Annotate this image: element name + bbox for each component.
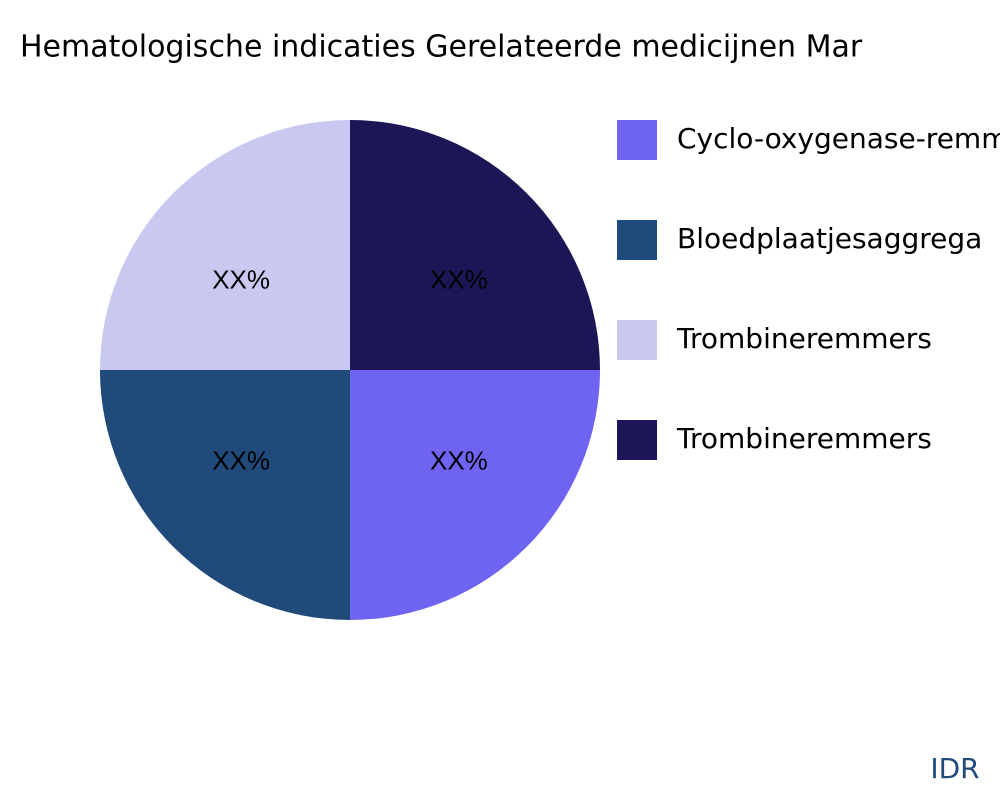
legend-swatch <box>617 120 657 160</box>
legend-swatch <box>617 320 657 360</box>
pie-slice <box>100 370 350 620</box>
slice-label: XX% <box>212 445 270 475</box>
slice-label: XX% <box>212 264 270 294</box>
chart-title: Hematologische indicaties Gerelateerde m… <box>20 30 863 65</box>
slice-label: XX% <box>430 264 488 294</box>
legend-swatch <box>617 420 657 460</box>
slice-label: XX% <box>430 445 488 475</box>
legend-label: Bloedplaatjesaggrega <box>677 222 982 255</box>
source-logo: IDR <box>930 752 979 785</box>
legend-label: Trombineremmers <box>676 322 932 355</box>
legend-label: Trombineremmers <box>676 422 932 455</box>
legend-label: Cyclo-oxygenase-remm <box>677 122 1000 155</box>
pie-slice <box>100 120 350 370</box>
pie-slice <box>350 370 600 620</box>
legend-swatch <box>617 220 657 260</box>
pie-slice <box>350 120 600 370</box>
